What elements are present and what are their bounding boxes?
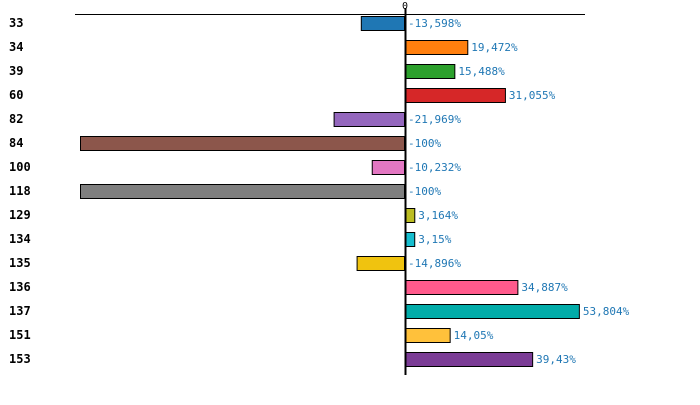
bar-151 — [405, 328, 451, 343]
category-label: 153 — [9, 352, 31, 366]
category-label: 151 — [9, 328, 31, 342]
value-label: -10,232% — [408, 161, 461, 174]
category-label: 33 — [9, 16, 23, 30]
category-label: 136 — [9, 280, 31, 294]
category-label: 118 — [9, 184, 31, 198]
bar-134 — [405, 232, 416, 247]
bar-82 — [333, 112, 405, 127]
bar-136 — [405, 280, 519, 295]
bar-34 — [405, 40, 469, 55]
category-label: 82 — [9, 112, 23, 126]
category-label: 84 — [9, 136, 23, 150]
category-label: 60 — [9, 88, 23, 102]
bar-60 — [405, 88, 506, 103]
value-label: -14,896% — [408, 257, 461, 270]
value-label: -21,969% — [408, 113, 461, 126]
bar-33 — [360, 16, 405, 31]
category-label: 135 — [9, 256, 31, 270]
bar-118 — [80, 184, 405, 199]
bar-153 — [405, 352, 534, 367]
value-label: 31,055% — [509, 89, 556, 102]
value-label: 39,43% — [536, 353, 576, 366]
bar-129 — [405, 208, 416, 223]
bar-84 — [80, 136, 405, 151]
value-label: 14,05% — [454, 329, 494, 342]
value-label: 3,164% — [418, 209, 458, 222]
value-label: 3,15% — [418, 233, 451, 246]
category-label: 34 — [9, 40, 23, 54]
value-label: 53,804% — [583, 305, 630, 318]
bar-137 — [405, 304, 580, 319]
bar-135 — [356, 256, 406, 271]
category-label: 137 — [9, 304, 31, 318]
value-label: 15,488% — [458, 65, 505, 78]
category-label: 129 — [9, 208, 31, 222]
category-label: 100 — [9, 160, 31, 174]
value-label: -13,598% — [408, 17, 461, 30]
category-label: 39 — [9, 64, 23, 78]
value-label: 19,472% — [471, 41, 518, 54]
category-label: 134 — [9, 232, 31, 246]
bar-39 — [405, 64, 456, 79]
value-label: -100% — [408, 185, 441, 198]
value-label: -100% — [408, 137, 441, 150]
value-label: 34,887% — [521, 281, 568, 294]
bar-100 — [371, 160, 406, 175]
x-tick-label: 0 — [402, 1, 408, 12]
